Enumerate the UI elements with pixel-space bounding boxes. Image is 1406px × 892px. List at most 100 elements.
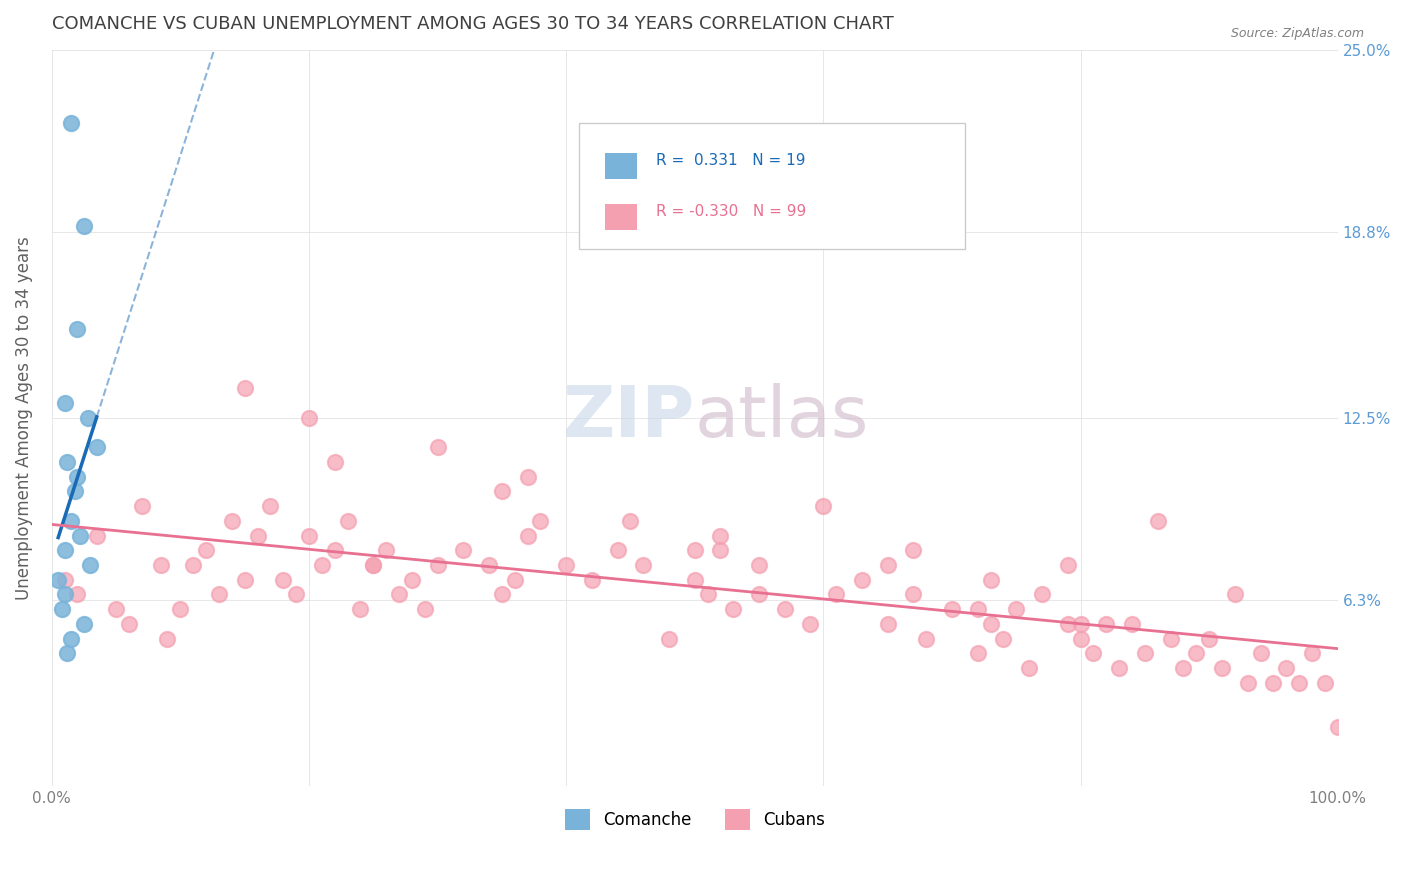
Point [683, 573, 706, 587]
Point [181, 558, 204, 572]
Point [53, 396, 76, 410]
Point [323, 455, 346, 469]
Point [658, 632, 681, 646]
Point [748, 558, 770, 572]
Point [73, 616, 96, 631]
Point [79, 558, 101, 572]
Point [233, 381, 256, 395]
Point [221, 514, 243, 528]
Point [980, 573, 1002, 587]
Point [51, 602, 73, 616]
Point [1275, 661, 1298, 675]
Point [69, 528, 91, 542]
FancyBboxPatch shape [605, 153, 637, 178]
Point [401, 573, 423, 587]
Point [581, 573, 603, 587]
Point [66, 587, 89, 601]
Point [1070, 616, 1092, 631]
Point [46, 573, 69, 587]
Point [426, 440, 449, 454]
Point [1018, 661, 1040, 675]
Point [361, 558, 384, 572]
Point [388, 587, 411, 601]
Point [1288, 675, 1310, 690]
Point [86, 440, 108, 454]
Point [298, 528, 321, 542]
Point [208, 587, 231, 601]
Point [1133, 646, 1156, 660]
Point [941, 602, 963, 616]
FancyBboxPatch shape [605, 204, 637, 230]
Point [773, 602, 796, 616]
Point [1313, 675, 1336, 690]
Point [966, 646, 988, 660]
Point [516, 469, 538, 483]
Point [73, 219, 96, 234]
Point [56, 455, 79, 469]
Point [478, 558, 501, 572]
Point [825, 587, 848, 601]
Point [980, 616, 1002, 631]
Point [529, 514, 551, 528]
Point [709, 543, 731, 558]
Point [1160, 632, 1182, 646]
Point [491, 587, 513, 601]
Point [86, 528, 108, 542]
Point [1056, 616, 1078, 631]
Point [375, 543, 398, 558]
Point [723, 602, 745, 616]
Point [426, 558, 449, 572]
Point [1056, 558, 1078, 572]
Point [915, 632, 938, 646]
Point [76, 410, 98, 425]
Point [311, 558, 333, 572]
Point [105, 602, 128, 616]
Point [233, 573, 256, 587]
Point [259, 499, 281, 513]
Point [1223, 587, 1246, 601]
Point [683, 543, 706, 558]
Point [748, 587, 770, 601]
Point [1121, 616, 1143, 631]
Point [813, 499, 835, 513]
Point [966, 602, 988, 616]
Text: R =  0.331   N = 19: R = 0.331 N = 19 [657, 153, 806, 168]
Point [696, 587, 718, 601]
Point [1198, 632, 1220, 646]
Point [60, 514, 83, 528]
Point [118, 616, 141, 631]
Point [709, 528, 731, 542]
Point [361, 558, 384, 572]
Point [1070, 632, 1092, 646]
Point [60, 632, 83, 646]
Point [1301, 646, 1323, 660]
Point [619, 514, 641, 528]
Point [1185, 646, 1208, 660]
Point [53, 587, 76, 601]
Point [63, 484, 86, 499]
Text: ZIP: ZIP [562, 384, 695, 452]
Legend: Comanche, Cubans: Comanche, Cubans [558, 803, 831, 837]
Point [903, 543, 925, 558]
Point [1236, 675, 1258, 690]
Point [298, 410, 321, 425]
Point [285, 587, 308, 601]
Point [1146, 514, 1168, 528]
Point [150, 558, 173, 572]
FancyBboxPatch shape [579, 123, 965, 249]
Point [56, 646, 79, 660]
Point [1326, 720, 1348, 734]
Text: R = -0.330   N = 99: R = -0.330 N = 99 [657, 204, 807, 219]
Point [66, 469, 89, 483]
Point [53, 543, 76, 558]
Point [1095, 616, 1118, 631]
Point [169, 602, 191, 616]
Point [606, 543, 628, 558]
Point [336, 514, 359, 528]
Point [60, 116, 83, 130]
Point [1263, 675, 1285, 690]
Point [1083, 646, 1105, 660]
Point [451, 543, 474, 558]
Point [1005, 602, 1028, 616]
Y-axis label: Unemployment Among Ages 30 to 34 years: Unemployment Among Ages 30 to 34 years [15, 236, 32, 599]
